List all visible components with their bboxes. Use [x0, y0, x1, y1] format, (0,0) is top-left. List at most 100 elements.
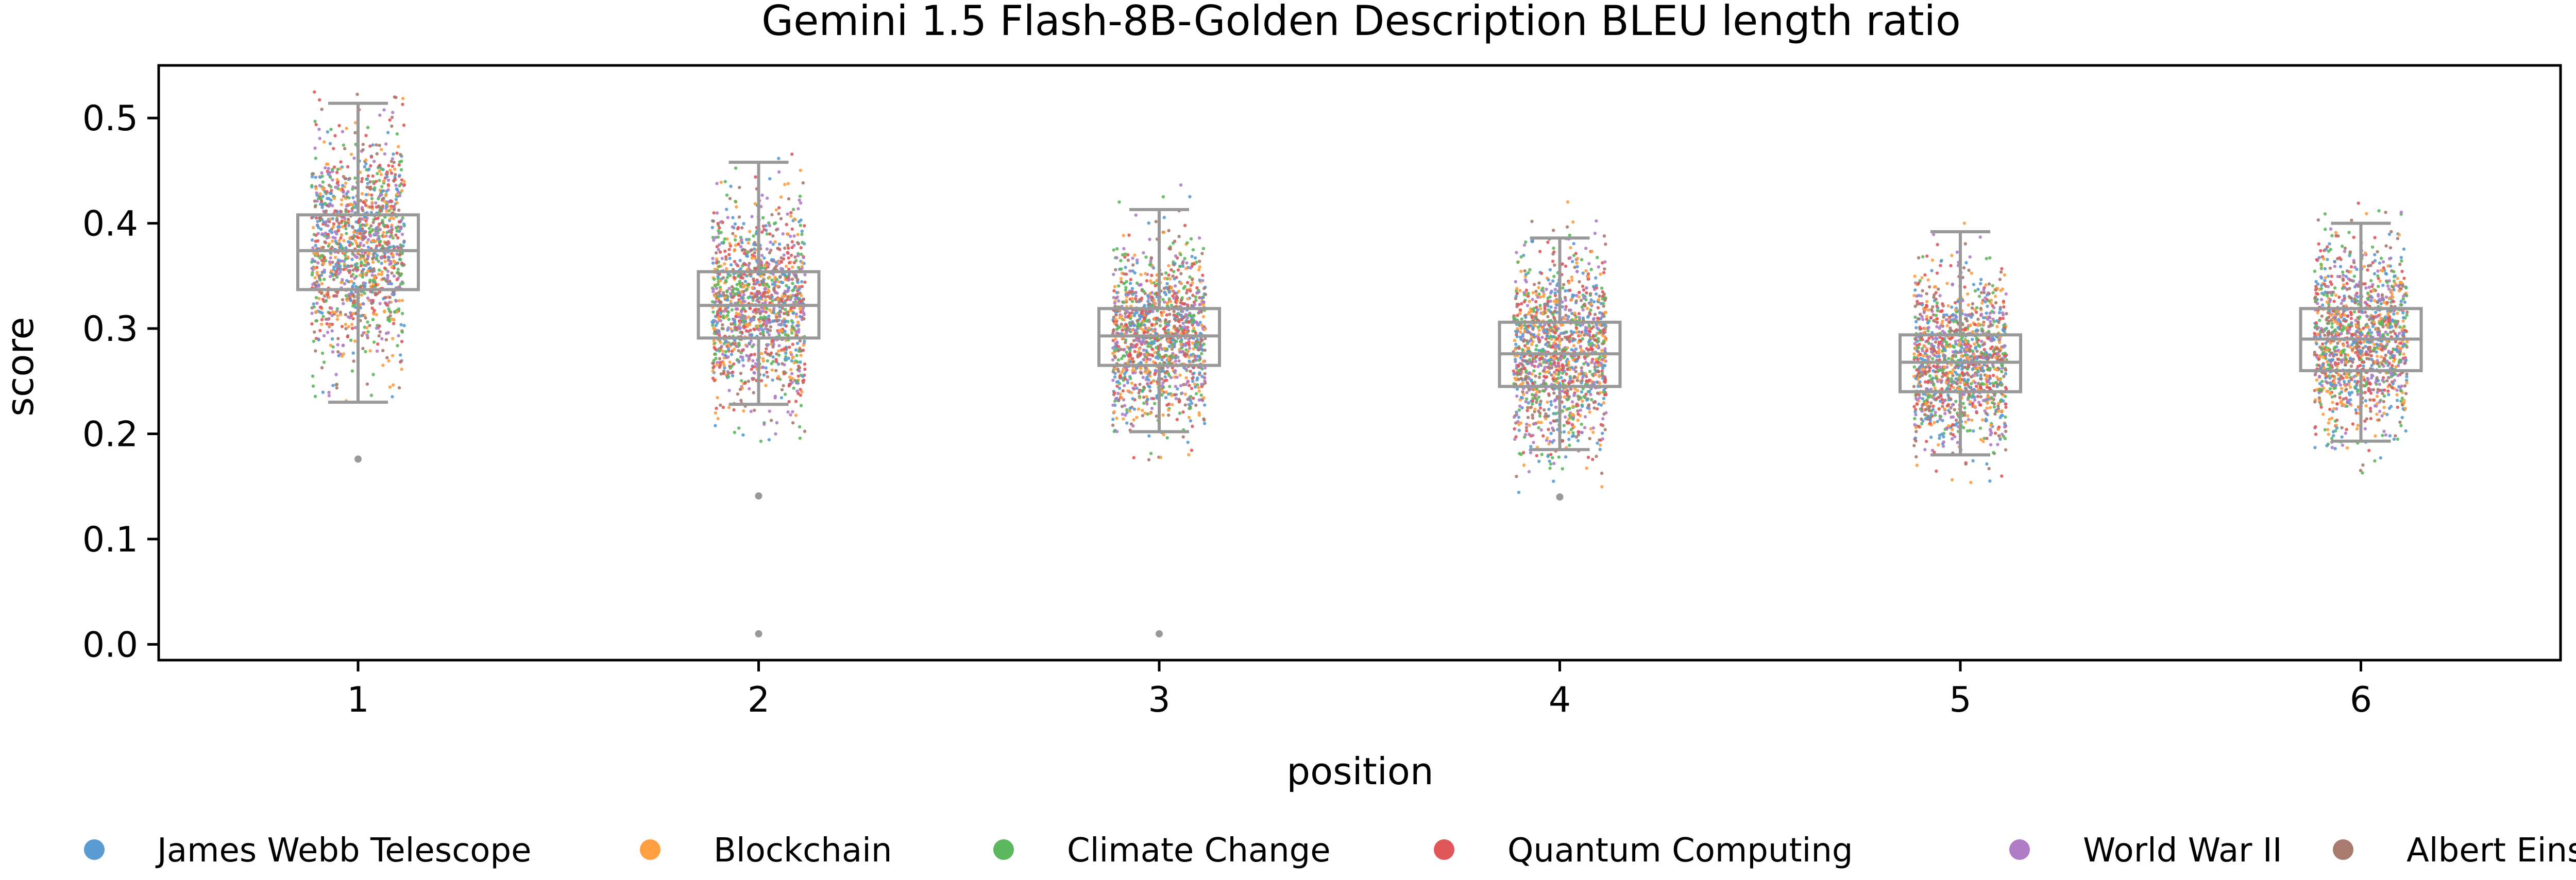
data-point — [400, 312, 404, 315]
data-point — [1136, 353, 1140, 357]
data-point — [719, 319, 723, 322]
data-point — [1128, 269, 1132, 273]
data-point — [744, 274, 749, 278]
data-point — [761, 357, 765, 360]
data-point — [1151, 360, 1156, 364]
data-point — [1127, 354, 1130, 358]
data-point — [392, 152, 395, 156]
data-point — [366, 330, 370, 334]
data-point — [371, 180, 375, 184]
data-point — [769, 351, 773, 355]
data-point — [1592, 406, 1596, 410]
data-point — [1168, 385, 1172, 388]
data-point — [352, 230, 355, 234]
data-point — [776, 375, 781, 378]
data-point — [1186, 440, 1190, 444]
data-point — [1144, 255, 1148, 259]
data-point — [739, 309, 743, 314]
data-point — [725, 237, 729, 241]
data-point — [392, 293, 396, 297]
data-point — [1149, 452, 1153, 455]
data-point — [386, 131, 390, 134]
data-point — [1576, 409, 1580, 413]
data-point — [736, 274, 740, 278]
data-point — [346, 217, 350, 221]
data-point — [396, 236, 400, 240]
data-point — [784, 333, 787, 336]
data-point — [728, 360, 732, 364]
data-point — [1538, 403, 1542, 407]
data-point — [764, 327, 767, 331]
data-point — [1198, 371, 1201, 375]
data-point — [777, 280, 781, 284]
data-point — [321, 315, 325, 318]
data-point — [1160, 389, 1164, 392]
data-point — [324, 201, 327, 205]
data-point — [320, 366, 324, 370]
data-point — [332, 265, 336, 269]
data-point — [1191, 281, 1194, 285]
data-point — [780, 388, 784, 392]
data-point — [728, 273, 732, 278]
data-point — [371, 279, 375, 282]
data-point — [784, 351, 788, 355]
data-point — [1138, 347, 1141, 351]
data-point — [1553, 309, 1557, 313]
data-point — [1566, 390, 1569, 393]
data-point — [378, 302, 382, 305]
data-point — [1150, 322, 1154, 326]
data-point — [716, 274, 720, 279]
data-point — [738, 388, 742, 391]
data-point — [1197, 398, 1201, 402]
data-point — [1521, 333, 1525, 336]
data-point — [380, 262, 383, 265]
data-point — [741, 299, 745, 303]
data-point — [1201, 300, 1205, 304]
data-point — [752, 279, 756, 283]
data-point — [790, 319, 793, 323]
data-point — [746, 251, 750, 254]
data-point — [728, 244, 733, 248]
data-point — [342, 194, 346, 198]
data-point — [1117, 299, 1121, 303]
data-point — [787, 197, 791, 201]
data-point — [777, 206, 781, 210]
data-point — [1122, 282, 1126, 285]
data-point — [366, 255, 370, 259]
data-point — [313, 394, 317, 398]
data-point — [731, 216, 735, 219]
data-point — [322, 360, 326, 364]
data-point — [1533, 407, 1537, 411]
data-point — [764, 264, 768, 267]
data-point — [376, 342, 380, 346]
data-point — [1144, 360, 1148, 364]
data-point — [742, 307, 746, 310]
data-point — [1124, 299, 1128, 302]
data-point — [350, 264, 353, 268]
data-point — [741, 364, 745, 368]
data-point — [1173, 325, 1176, 329]
data-point — [1198, 278, 1201, 282]
data-point — [370, 205, 374, 209]
data-point — [1514, 330, 1518, 333]
data-point — [1167, 264, 1171, 268]
data-point — [786, 410, 790, 414]
data-point — [1581, 284, 1585, 288]
data-point — [725, 275, 730, 279]
data-point — [1187, 403, 1191, 406]
data-point — [1122, 318, 1126, 322]
data-point — [754, 232, 758, 235]
data-point — [794, 348, 798, 352]
data-point — [759, 439, 763, 443]
data-point — [391, 253, 395, 257]
data-point — [1148, 385, 1151, 389]
data-point — [337, 239, 341, 243]
data-point — [392, 274, 396, 278]
data-point — [1185, 316, 1189, 320]
data-point — [796, 242, 801, 246]
data-point — [736, 392, 740, 396]
data-point — [777, 157, 781, 160]
data-point — [1604, 393, 1608, 396]
data-point — [772, 310, 775, 315]
data-point — [352, 282, 356, 285]
